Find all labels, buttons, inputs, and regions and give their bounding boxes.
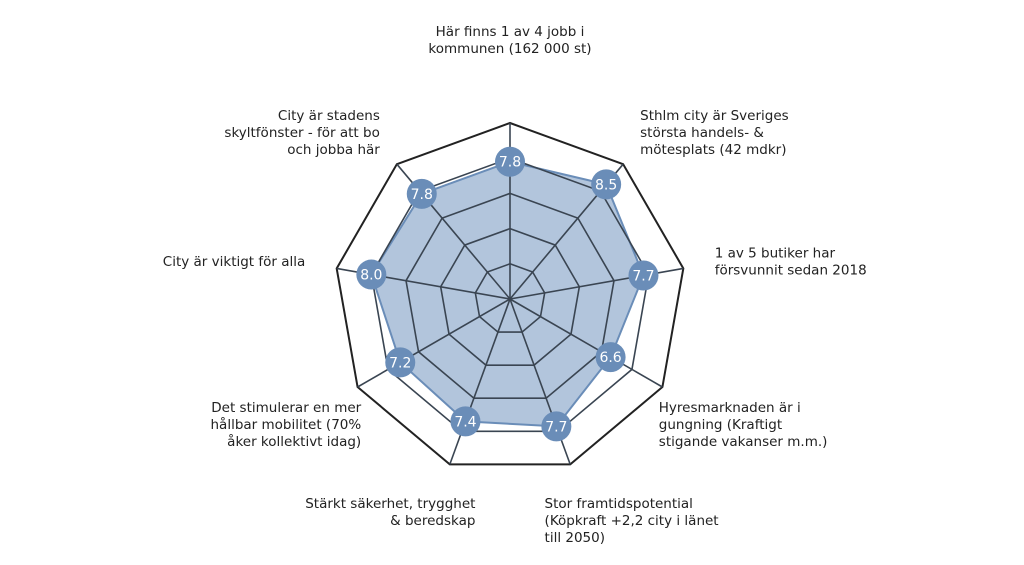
axis-label: Sthlm city är Sveriges största handels- &…: [640, 108, 789, 158]
data-point: [385, 347, 416, 378]
data-point: [495, 146, 525, 177]
data-point: [595, 342, 626, 373]
value-label: 7.2: [389, 355, 411, 371]
axis-label: City är viktigt för alla: [163, 254, 306, 270]
value-label: 8.5: [595, 177, 617, 193]
value-label: 7.7: [545, 419, 567, 435]
axis-label: 1 av 5 butiker har försvunnit sedan 2018: [715, 246, 867, 279]
axis-label: Här finns 1 av 4 jobb i kommunen (162 000…: [428, 24, 591, 57]
axis-label: Hyresmarknaden är i gungning (Kraftigt sti…: [659, 400, 828, 450]
axis-line: [509, 298, 663, 388]
value-label: 7.8: [411, 187, 433, 203]
axis-line: [449, 298, 511, 465]
grid-ring: [335, 121, 685, 466]
data-point: [541, 411, 572, 442]
axis-label: Stärkt säkerhet, trygghet & beredskap: [305, 496, 475, 529]
value-label: 7.7: [632, 268, 654, 284]
axis-label: Det stimulerar en mer hållbar mobilitet (…: [211, 400, 362, 450]
grid-ring: [474, 262, 546, 333]
data-point: [591, 169, 622, 200]
value-label: 7.4: [454, 414, 476, 430]
grid-ring: [439, 227, 581, 366]
value-label: 7.8: [499, 155, 521, 171]
grid-ring: [370, 157, 650, 433]
axis-line: [357, 298, 511, 388]
axis-label: City är stadens skyltfönster - för att bo…: [224, 108, 380, 158]
data-point: [450, 406, 481, 437]
grid-ring: [405, 192, 615, 400]
value-label: 6.6: [599, 350, 621, 366]
data-area: [370, 160, 645, 428]
data-point: [406, 178, 437, 209]
axis-label: Stor framtidspotential (Köpkraft +2,2 cit…: [545, 496, 719, 546]
data-point: [628, 260, 659, 291]
data-point: [356, 259, 387, 290]
value-label: 8.0: [360, 268, 382, 284]
